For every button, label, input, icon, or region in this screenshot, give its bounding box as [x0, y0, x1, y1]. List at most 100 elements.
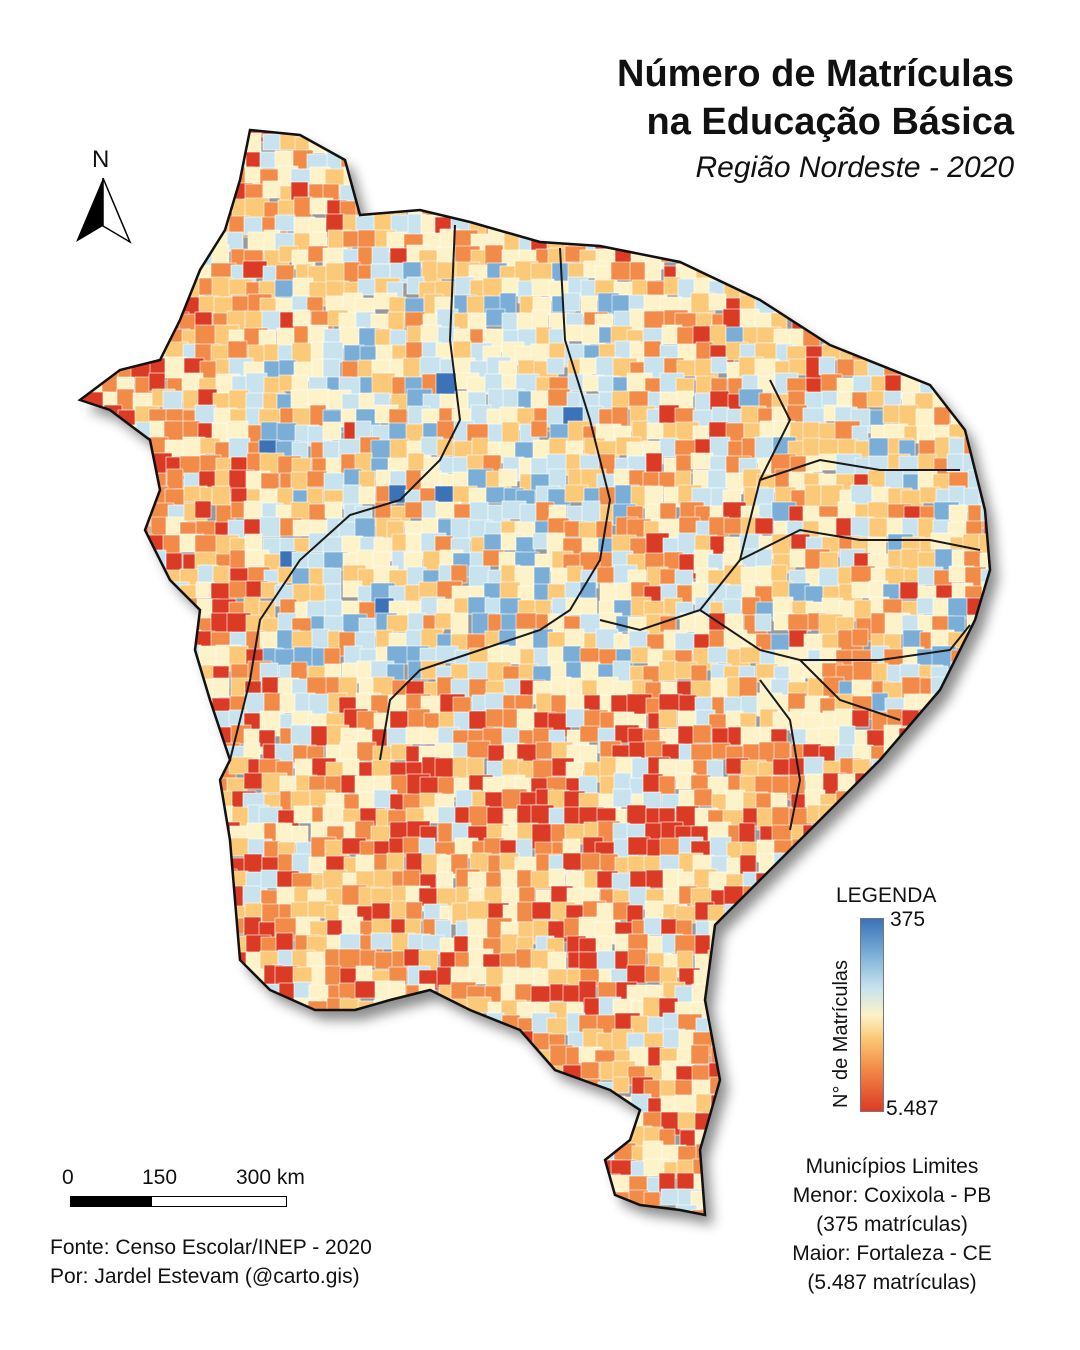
municipality-cell [371, 246, 390, 265]
municipality-cell [614, 1225, 635, 1241]
municipality-cell [180, 838, 201, 865]
municipality-cell [165, 677, 184, 701]
municipality-cell [199, 918, 221, 945]
municipality-cell [164, 488, 185, 506]
municipality-cell [134, 981, 157, 1001]
municipality-cell [404, 501, 424, 519]
municipality-cell [884, 201, 910, 220]
municipality-cell [946, 198, 965, 222]
municipality-cell [98, 247, 122, 270]
municipality-cell [246, 1140, 266, 1165]
municipality-cell [243, 518, 262, 537]
municipality-cell [134, 885, 153, 910]
municipality-cell [420, 727, 440, 745]
limits-min-value: (375 matrículas) [816, 1213, 968, 1236]
municipality-cell [87, 728, 113, 752]
municipality-cell [758, 1113, 784, 1132]
municipality-cell [100, 340, 123, 367]
municipality-cell [850, 200, 874, 222]
municipality-cell [978, 744, 990, 769]
municipality-cell [658, 199, 680, 218]
municipality-cell [486, 152, 512, 178]
municipality-cell [884, 1061, 905, 1086]
municipality-cell [883, 1033, 902, 1052]
municipality-cell [551, 1142, 578, 1162]
municipality-cell [274, 279, 294, 298]
municipality-cell [197, 130, 218, 142]
municipality-cell [291, 825, 309, 844]
municipality-cell [80, 612, 89, 631]
municipality-cell [437, 1208, 464, 1215]
municipality-cell [103, 468, 129, 494]
municipality-cell [851, 246, 875, 272]
municipality-cell [998, 341, 1018, 359]
municipality-cell [80, 919, 87, 943]
municipality-cell [930, 777, 952, 798]
municipality-cell [117, 553, 136, 577]
municipality-cell [935, 1060, 953, 1086]
municipality-cell [596, 566, 615, 584]
municipality-cell [1000, 1097, 1017, 1115]
municipality-cell [134, 950, 154, 969]
municipality-cell [965, 308, 990, 333]
municipality-cell [132, 791, 152, 812]
municipality-cell [262, 180, 282, 199]
municipality-cell [901, 278, 921, 298]
municipality-cell [165, 1092, 189, 1110]
municipality-cell [498, 468, 518, 487]
municipality-cell [420, 130, 445, 141]
municipality-cell [964, 263, 987, 282]
municipality-cell [80, 1015, 97, 1033]
municipality-cell [435, 180, 455, 205]
municipality-cell [420, 1206, 441, 1215]
municipality-cell [215, 948, 235, 973]
municipality-cell [85, 613, 107, 632]
municipality-cell [80, 1046, 96, 1065]
municipality-cell [693, 1173, 719, 1191]
municipality-cell [935, 1001, 956, 1024]
municipality-cell [740, 900, 760, 927]
municipality-cell [998, 682, 1020, 705]
municipality-cell [325, 1096, 350, 1117]
municipality-cell [406, 1076, 433, 1097]
municipality-cell [84, 502, 104, 529]
municipality-cell [775, 1109, 796, 1134]
municipality-cell [947, 1014, 971, 1034]
municipality-cell [179, 215, 197, 233]
municipality-cell [244, 1062, 269, 1088]
municipality-cell [436, 151, 458, 176]
municipality-cell [774, 872, 793, 899]
municipality-cell [581, 1095, 600, 1114]
municipality-cell [322, 1013, 344, 1039]
municipality-cell [612, 788, 632, 808]
municipality-cell [935, 261, 955, 281]
municipality-cell [438, 1144, 457, 1165]
municipality-cell [711, 1143, 736, 1170]
municipality-cell [919, 276, 941, 297]
municipality-cell [87, 981, 113, 1004]
municipality-cell [162, 197, 180, 216]
municipality-cell [359, 135, 385, 154]
municipality-cell [117, 612, 137, 632]
municipality-cell [579, 725, 601, 743]
municipality-cell [949, 934, 973, 958]
municipality-cell [85, 902, 107, 921]
municipality-cell [775, 276, 800, 298]
municipality-cell [419, 1128, 438, 1155]
municipality-cell [502, 1221, 522, 1245]
municipality-cell [900, 342, 924, 369]
municipality-cell [84, 486, 110, 508]
municipality-cell [405, 185, 432, 206]
municipality-cell [754, 197, 779, 220]
municipality-cell [387, 1127, 411, 1153]
municipality-cell [370, 825, 391, 844]
municipality-cell [658, 693, 683, 712]
municipality-cell [80, 980, 86, 1007]
municipality-cell [470, 182, 491, 203]
municipality-cell [99, 596, 124, 618]
municipality-cell [244, 533, 263, 551]
municipality-cell [773, 229, 796, 248]
municipality-cell [933, 837, 959, 860]
municipality-cell [149, 613, 174, 635]
municipality-cell [803, 263, 830, 290]
